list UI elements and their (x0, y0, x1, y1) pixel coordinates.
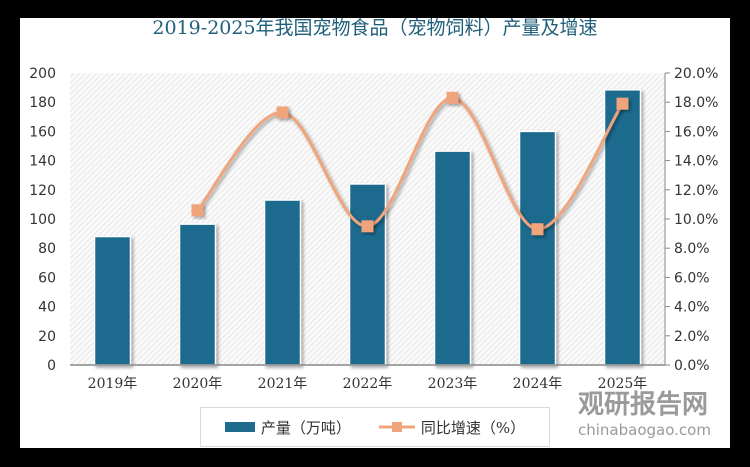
y-right-tick-label: 6.0% (674, 270, 710, 286)
y-left-tick-label: 180 (29, 95, 56, 111)
y-right-tick-label: 4.0% (674, 300, 710, 316)
y-left-tick-label: 100 (29, 212, 56, 228)
y-left-tick-label: 60 (38, 270, 56, 286)
y-left-tick-label: 160 (29, 124, 56, 140)
growth-point-2020年 (191, 204, 204, 217)
y-left-tick-label: 120 (29, 183, 56, 199)
growth-point-2025年 (616, 97, 629, 110)
chart-title: 2019-2025年我国宠物食品（宠物饲料）产量及增速 (152, 17, 598, 39)
legend-line-label: 同比增速（%） (420, 418, 526, 437)
legend-item-line: 同比增速（%） (378, 417, 526, 438)
y-left-tick-label: 140 (29, 154, 56, 170)
y-left-tick-label: 0 (47, 358, 56, 374)
growth-point-2021年 (276, 106, 289, 119)
growth-point-2024年 (531, 223, 544, 236)
y-right-tick-label: 14.0% (674, 154, 718, 170)
legend-bar-label: 产量（万吨） (260, 418, 351, 437)
x-tick-label: 2019年 (88, 376, 138, 392)
growth-point-2022年 (361, 220, 374, 233)
bar-2020年 (178, 223, 217, 366)
growth-point-2023年 (446, 91, 459, 104)
watermark-logo: 观研报告网 chinabaogao.com (530, 384, 730, 439)
x-tick-label: 2020年 (173, 376, 223, 392)
bar-2019年 (93, 235, 132, 366)
x-tick-label: 2021年 (258, 376, 308, 392)
y-right-tick-label: 8.0% (674, 241, 710, 257)
legend-bar-swatch (224, 422, 255, 432)
bar-2021年 (263, 199, 302, 366)
y-right-tick-label: 10.0% (674, 212, 718, 228)
y-right-tick-label: 20.0% (674, 66, 718, 82)
bar-2025年 (603, 89, 642, 366)
y-left-tick-label: 200 (29, 66, 56, 82)
y-left-tick-label: 80 (38, 241, 56, 257)
watermark-cn: 观研报告网 (578, 390, 709, 420)
watermark-en: chinabaogao.com (578, 421, 711, 439)
y-right-tick-label: 0.0% (674, 358, 710, 374)
growth-line (196, 96, 624, 231)
x-tick-label: 2022年 (343, 376, 393, 392)
x-tick-label: 2024年 (513, 376, 563, 392)
y-left-tick-label: 40 (38, 300, 56, 316)
legend-line-swatch (378, 422, 415, 432)
x-tick-label: 2023年 (428, 376, 478, 392)
x-tick-label: 2025年 (598, 376, 648, 392)
y-left-tick-label: 20 (38, 329, 56, 345)
y-right-tick-label: 18.0% (674, 95, 718, 111)
y-right-tick-label: 16.0% (674, 124, 718, 140)
legend-item-bar: 产量（万吨） (224, 417, 351, 438)
bar-2022年 (348, 183, 387, 366)
y-right-tick-label: 12.0% (674, 183, 718, 199)
bar-2024年 (518, 130, 557, 366)
legend: 产量（万吨） 同比增速（%） (200, 407, 550, 447)
y-right-tick-label: 2.0% (674, 329, 710, 345)
bar-2023年 (433, 150, 472, 366)
